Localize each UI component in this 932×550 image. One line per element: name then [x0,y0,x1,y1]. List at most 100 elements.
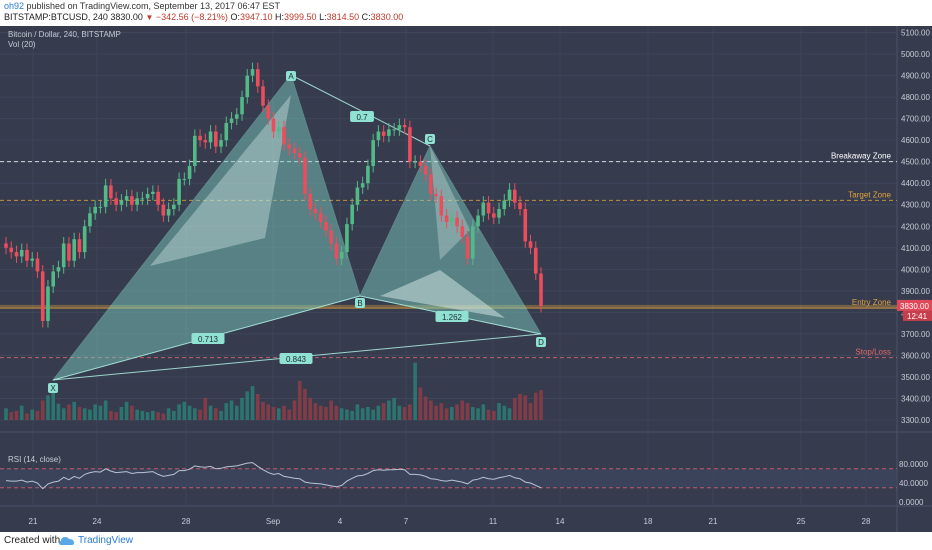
candle-body [491,213,496,218]
volume-bar [287,409,292,420]
candle-body [339,252,344,259]
volume-bar [371,409,375,420]
candle-body [476,215,480,227]
candle-body [255,69,260,87]
pattern-point-tag [536,337,546,347]
candle-body [423,165,428,175]
candle-body [376,131,381,141]
rsi-line [5,462,542,490]
rsi-tick-label: 80.0000 [899,460,928,469]
candle-body [245,75,250,98]
volume-bar [408,404,412,420]
candle-body [486,202,491,214]
candle-body [198,135,202,141]
candle-body [292,148,297,154]
last-price-tag [897,299,932,311]
candle-body [182,178,187,180]
volume-bar [46,395,50,420]
volume-bar [61,408,66,420]
chart-canvas[interactable]: Breakaway Zone Target Zone Entry Zone Stop/… [0,26,932,532]
symbol-info: BITSTAMP:BTCUSD, 240 3830.00 ▼ −342.56 (… [4,12,403,22]
candle-body [25,249,29,261]
rsi-band [0,468,897,488]
volume-bar [402,407,407,420]
volume-bar [140,410,145,420]
candle-body [135,198,139,205]
candle-body [156,191,160,205]
created-with-text: Created with [4,535,61,546]
price-change: −342.56 (−8.21%) [155,12,228,22]
volume-bar [334,405,339,420]
candle-body [88,213,92,227]
volume-bar [318,405,323,420]
candles [4,62,543,328]
volume-bar [512,397,517,420]
time-tick-label: 11 [489,517,498,526]
candle-body [528,241,533,248]
pattern-point-label: D [538,338,544,347]
candle-body [507,189,512,201]
price-tick-label: 4200.00 [901,222,930,231]
candle-body [30,258,35,261]
volume-bar [450,407,454,420]
candle-body [130,196,134,205]
volume-bar [376,405,381,420]
candle-body [40,271,45,321]
volume-bar [119,407,124,420]
candle-body [329,230,333,244]
candle-body [9,247,14,253]
volume-bar [423,396,428,420]
candle-body [240,97,244,115]
candle-body [418,161,423,166]
candle-body [187,165,192,179]
candle-body [177,178,181,205]
candle-body [413,161,417,163]
volume-bar [350,410,354,420]
volume-bar [486,409,491,420]
candle-body [355,187,360,205]
candle-body [324,221,328,231]
volume-bar [481,404,486,420]
candle-body [172,204,176,210]
candle-body [4,243,8,248]
candle-body [282,127,286,145]
candle-body [387,129,391,136]
volume-bar [35,410,40,420]
candle-body [261,86,265,106]
price-tick-label: 4400.00 [901,179,930,188]
candle-body [166,209,171,216]
volume-bar [193,408,197,420]
candle-body [151,191,155,194]
candle-body [14,252,19,257]
axes: 5200.005100.005000.004900.004800.004700.… [29,29,932,526]
pattern-point-label: A [288,72,294,81]
candle-body [46,286,50,321]
volume-bar [77,407,82,420]
author-link[interactable]: oh92 [4,1,25,11]
volume-bar [455,404,459,420]
price-tick-label: 4700.00 [901,115,930,124]
volume-bar [366,407,370,420]
volume-bar [303,388,307,420]
candle-body [214,131,218,147]
candle-body [502,200,507,210]
volume-bar [282,405,286,420]
candle-body [219,140,223,147]
pattern-point-label: B [357,299,362,308]
volume-bar [539,390,543,420]
candle-body [350,204,354,225]
candle-body [512,189,517,203]
volume-bar [51,392,56,420]
ratio-label: 0.713 [198,335,219,344]
tradingview-brand[interactable]: TradingView [78,535,134,546]
candle-body [308,193,313,210]
candle-body [77,239,82,253]
close-value: 3830.00 [370,12,404,22]
tradingview-logo-icon [59,537,74,545]
time-tick-label: 14 [556,517,565,526]
candle-body [203,140,208,143]
candle-body [402,125,407,128]
candle-body [334,243,339,259]
chart-background [0,26,932,532]
candle-body [51,271,56,287]
